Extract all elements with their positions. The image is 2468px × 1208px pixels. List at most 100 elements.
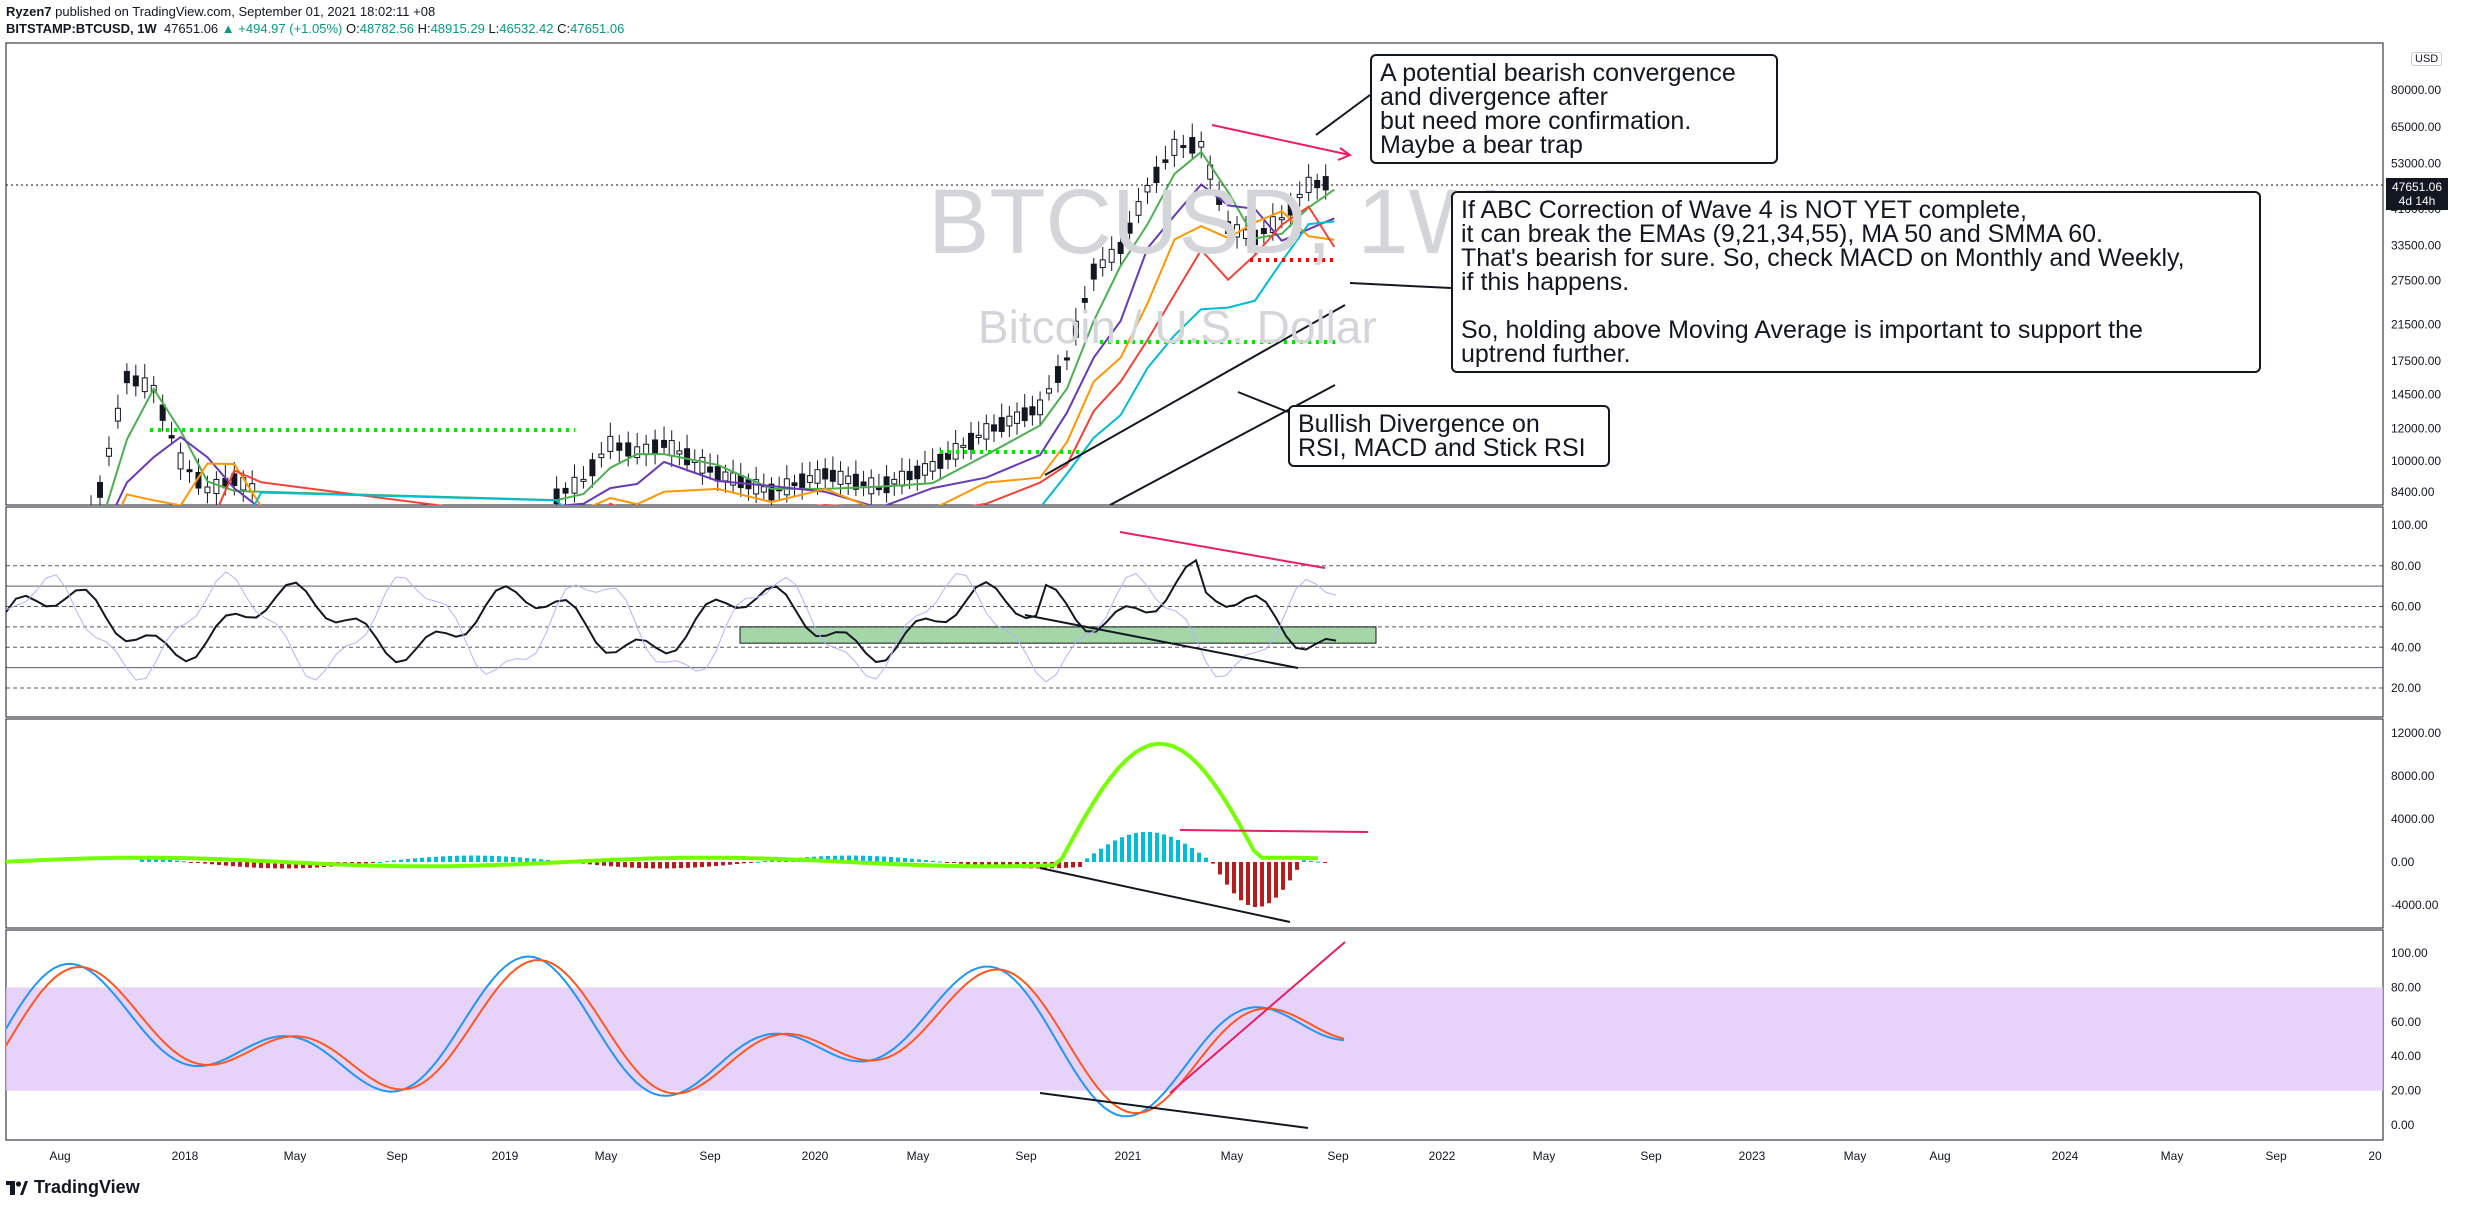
bearish-divergence-arrowhead	[1337, 147, 1353, 161]
close-label: C:	[557, 21, 571, 36]
price-axis-tick: 27500.00	[2391, 273, 2441, 287]
macd-histogram-bar	[1295, 862, 1299, 870]
open-label: O:	[345, 21, 360, 36]
candle-body	[159, 404, 166, 421]
candle-body	[1021, 407, 1028, 422]
currency-badge[interactable]: USD	[2411, 52, 2443, 66]
macd-histogram-bar	[357, 862, 361, 865]
stoch-d-line	[5, 958, 1345, 1115]
candle-body	[929, 461, 936, 472]
macd-histogram-bar	[378, 861, 382, 863]
abc-correction-note[interactable]: If ABC Correction of Wave 4 is NOT YET c…	[1451, 191, 2261, 373]
macd-histogram-bar	[889, 856, 893, 862]
macd-histogram-bar	[511, 856, 515, 862]
macd-histogram-bar	[1204, 857, 1208, 862]
published-text: published on TradingView.com, September …	[55, 4, 436, 19]
macd-histogram-bar	[903, 858, 907, 862]
abc-note-line: if this happens.	[1461, 268, 1630, 296]
macd-histogram-bar	[931, 860, 935, 862]
candle-body	[231, 473, 238, 487]
candle-body	[1269, 216, 1276, 233]
macd-histogram-bar	[294, 862, 298, 869]
publisher-name[interactable]: Ryzen7	[6, 4, 52, 19]
candle-body	[89, 509, 94, 513]
macd-histogram-bar	[1120, 837, 1124, 862]
macd-histogram-bar	[896, 857, 900, 862]
macd-histogram-bar	[742, 862, 746, 864]
time-axis-tick: Sep	[1640, 1149, 1662, 1163]
macd-histogram-bar	[980, 862, 984, 866]
macd-histogram-bar	[1169, 836, 1173, 862]
macd-histogram-bar	[1190, 848, 1194, 862]
bearish-note[interactable]: A potential bearish convergence and dive…	[1370, 54, 1778, 164]
macd-axis-tick: -4000.00	[2391, 898, 2439, 912]
macd-histogram-bar	[1246, 862, 1250, 905]
macd-histogram-bar	[189, 862, 193, 863]
chart-header: Ryzen7 published on TradingView.com, Sep…	[6, 3, 624, 37]
price-tag-countdown: 4d 14h	[2398, 194, 2436, 208]
candle-body	[177, 452, 184, 470]
abc-note-pointer	[1349, 282, 1452, 289]
candle-body	[598, 453, 605, 459]
price-axis-tick: 80000.00	[2391, 83, 2441, 97]
macd-histogram-bar	[434, 856, 438, 862]
ema34-line	[120, 210, 1335, 505]
stoch-bullish-arrow	[1039, 1092, 1309, 1129]
candle-body	[1278, 217, 1285, 221]
candle-body	[562, 487, 569, 494]
candle-body	[921, 463, 928, 476]
candle-body	[1322, 176, 1329, 191]
candle-body	[806, 475, 813, 483]
macd-histogram-bar	[210, 862, 214, 865]
time-axis-tick: 2023	[1739, 1149, 1766, 1163]
watermark-name: Bitcoin / U.S. Dollar	[978, 301, 1377, 353]
abc-note-line: it can break the EMAs (9,21,34,55), MA 5…	[1461, 220, 2104, 248]
macd-histogram-bar	[959, 862, 963, 864]
candle-body	[1081, 297, 1088, 303]
candle-body	[883, 476, 890, 494]
bearish-note-line: Maybe a bear trap	[1380, 131, 1583, 159]
candle-body	[799, 473, 806, 490]
price-axis-tick: 21500.00	[2391, 317, 2441, 331]
rsi-axis-tick: 80.00	[2391, 559, 2421, 573]
macd-histogram-bar	[1106, 844, 1110, 862]
bearish-divergence-arrow	[1211, 124, 1351, 156]
candle-body	[80, 523, 85, 539]
macd-histogram-bar	[371, 862, 375, 863]
macd-histogram-bar	[840, 855, 844, 862]
candle-body	[1063, 357, 1070, 361]
close-value: 47651.06	[570, 21, 625, 36]
macd-histogram-bar	[714, 862, 718, 866]
rsi-axis-tick: 40.00	[2391, 640, 2421, 654]
price-tag-value: 47651.06	[2391, 180, 2443, 194]
tradingview-logo-icon	[6, 1180, 28, 1195]
macd-histogram-bar	[826, 855, 830, 862]
candle-body	[707, 466, 714, 473]
candle-body	[875, 487, 882, 491]
macd-histogram-bar	[280, 862, 284, 869]
stoch-axis-tick: 80.00	[2391, 980, 2421, 994]
time-axis-tick: Aug	[1929, 1149, 1950, 1163]
macd-histogram-bar	[490, 855, 494, 862]
bearish-note-line: A potential bearish convergence	[1380, 59, 1736, 87]
bullish-note-line: Bullish Divergence on	[1298, 410, 1540, 438]
macd-histogram-bar	[1099, 848, 1103, 862]
macd-histogram-bar	[651, 862, 655, 869]
time-axis-tick: May	[1844, 1149, 1867, 1163]
candle-body	[891, 478, 898, 485]
candle-body	[625, 442, 632, 457]
candle-body	[967, 432, 974, 450]
time-axis-tick: 2024	[2052, 1149, 2079, 1163]
macd-histogram-bar	[595, 862, 599, 866]
tradingview-footer[interactable]: TradingView	[6, 1177, 140, 1198]
time-axis-tick: May	[1533, 1149, 1556, 1163]
macd-histogram-bar	[1141, 832, 1145, 862]
candle-body	[616, 442, 623, 451]
symbol-label[interactable]: BITSTAMP:BTCUSD, 1W	[6, 21, 157, 36]
time-axis-tick: Sep	[699, 1149, 721, 1163]
macd-histogram-bar	[868, 855, 872, 862]
bullish-divergence-note[interactable]: Bullish Divergence on RSI, MACD and Stic…	[1288, 405, 1610, 467]
time-axis-tick: May	[284, 1149, 307, 1163]
macd-histogram-bar	[1316, 861, 1320, 863]
